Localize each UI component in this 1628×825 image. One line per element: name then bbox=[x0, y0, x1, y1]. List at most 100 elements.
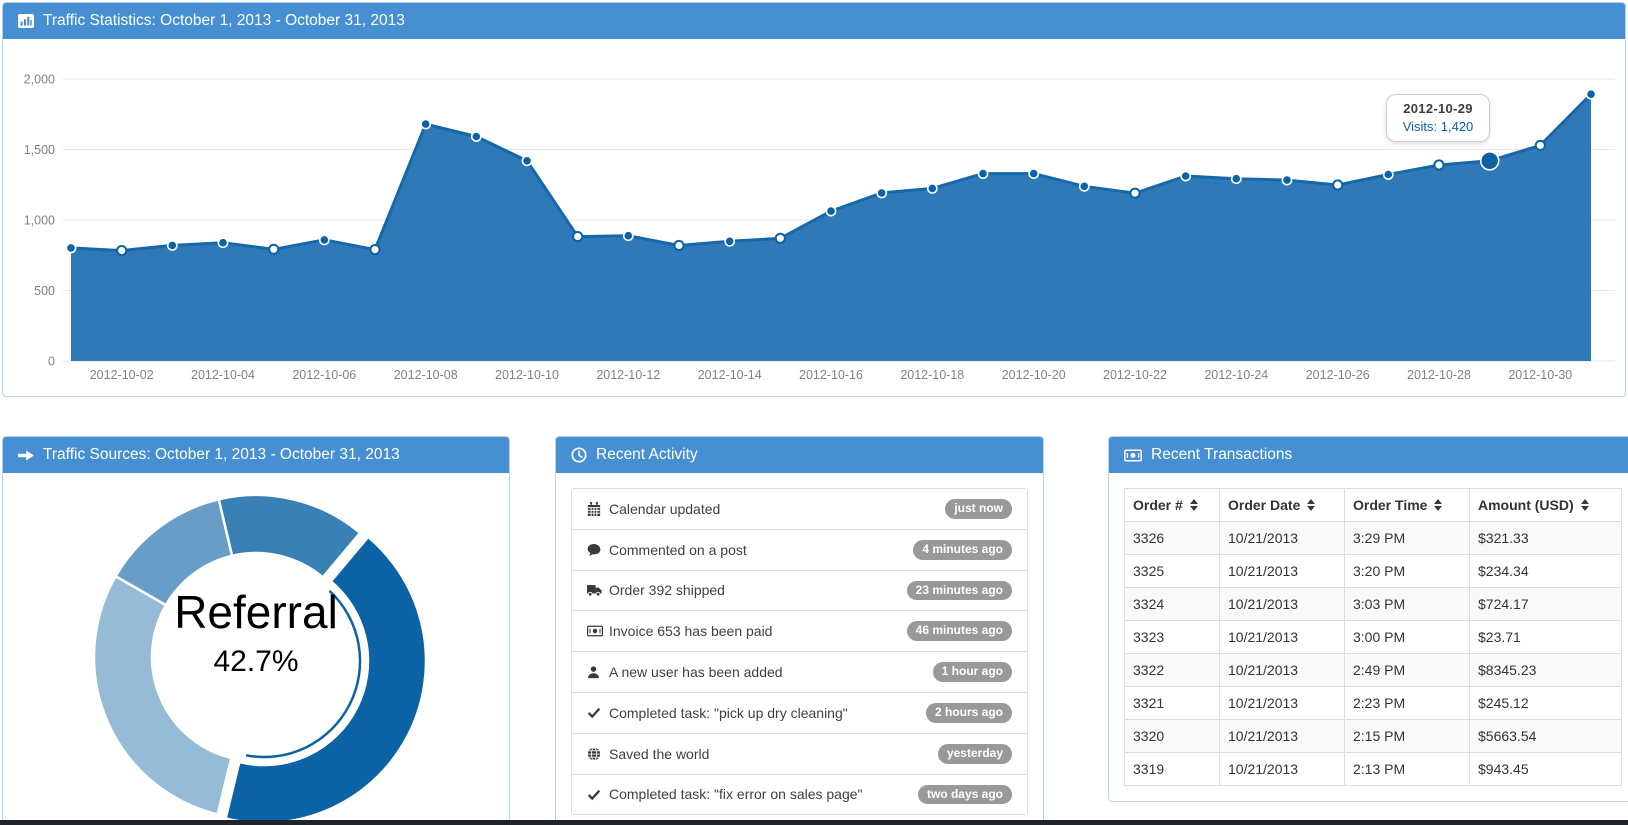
x-axis-tick-label: 2012-10-16 bbox=[799, 368, 863, 382]
activity-list-item: A new user has been added 1 hour ago bbox=[572, 651, 1027, 692]
sort-icon[interactable] bbox=[1307, 499, 1316, 511]
activity-list-item: Completed task: "fix error on sales page… bbox=[572, 773, 1027, 815]
data-point[interactable] bbox=[1433, 159, 1445, 171]
data-point[interactable] bbox=[1585, 88, 1597, 100]
data-point[interactable] bbox=[268, 243, 280, 255]
data-point[interactable] bbox=[774, 232, 786, 244]
traffic-sources-donut-chart[interactable]: Referral 42.7% bbox=[86, 477, 426, 825]
column-header-order-date[interactable]: Order Date bbox=[1219, 488, 1345, 522]
y-axis-tick-label: 2,000 bbox=[24, 73, 55, 87]
column-header-order-time[interactable]: Order Time bbox=[1344, 488, 1470, 522]
y-axis-tick-label: 1,000 bbox=[24, 214, 55, 228]
donut-center-value: 42.7% bbox=[213, 645, 298, 678]
data-point[interactable] bbox=[926, 182, 938, 194]
data-point[interactable] bbox=[521, 155, 533, 167]
donut-segment[interactable] bbox=[217, 493, 362, 580]
data-point[interactable] bbox=[1078, 180, 1090, 192]
x-axis-tick-label: 2012-10-08 bbox=[394, 368, 458, 382]
table-row: 3319 10/21/2013 2:13 PM $943.45 bbox=[1124, 752, 1622, 786]
data-point[interactable] bbox=[470, 131, 482, 142]
data-point[interactable] bbox=[1180, 170, 1192, 182]
check-icon bbox=[587, 788, 609, 801]
traffic-sources-panel: Traffic Sources: October 1, 2013 - Octob… bbox=[2, 436, 510, 825]
table-header-row: Order # Order Date Order Time Amount (USD) bbox=[1124, 488, 1622, 522]
column-header-order[interactable]: Order # bbox=[1124, 488, 1220, 522]
transactions-table-head: Order # Order Date Order Time Amount (USD) bbox=[1124, 488, 1622, 522]
recent-activity-panel: Recent Activity Calendar updated just now… bbox=[555, 436, 1044, 825]
table-cell: $234.34 bbox=[1469, 554, 1622, 588]
donut-segment[interactable] bbox=[92, 574, 233, 816]
time-badge: just now bbox=[945, 499, 1012, 519]
activity-list-item: Calendar updated just now bbox=[572, 489, 1027, 529]
x-axis-tick-label: 2012-10-28 bbox=[1407, 368, 1471, 382]
check-icon bbox=[587, 706, 609, 719]
data-point[interactable] bbox=[166, 239, 178, 251]
area-fill bbox=[71, 94, 1591, 361]
table-row: 3325 10/21/2013 3:20 PM $234.34 bbox=[1124, 554, 1622, 588]
data-point[interactable] bbox=[1534, 139, 1546, 152]
table-cell: 10/21/2013 bbox=[1219, 554, 1345, 588]
visits-area-chart[interactable]: 0 500 1,000 1,500 2,000 2012-10-02 2012-10-04 2… bbox=[3, 39, 1623, 397]
x-axis-tick-label: 2012-10-24 bbox=[1204, 368, 1268, 382]
time-badge: 1 hour ago bbox=[932, 662, 1012, 682]
donut-segment-referral[interactable] bbox=[224, 535, 426, 825]
data-point[interactable] bbox=[65, 242, 77, 254]
table-cell: 2:15 PM bbox=[1344, 719, 1470, 753]
data-point[interactable] bbox=[420, 118, 432, 130]
data-point[interactable] bbox=[369, 244, 381, 256]
traffic-statistics-header: Traffic Statistics: October 1, 2013 - Oc… bbox=[3, 3, 1625, 39]
column-header-amount-usd[interactable]: Amount (USD) bbox=[1469, 488, 1622, 522]
table-cell: 10/21/2013 bbox=[1219, 653, 1345, 687]
table-cell: 3319 bbox=[1124, 752, 1220, 786]
time-badge: 4 minutes ago bbox=[913, 539, 1012, 560]
data-point[interactable] bbox=[217, 237, 229, 249]
table-cell: 10/21/2013 bbox=[1219, 752, 1345, 786]
data-point[interactable] bbox=[116, 245, 128, 257]
tooltip-visits: Visits: 1,420 bbox=[1402, 119, 1474, 134]
data-point[interactable] bbox=[1281, 174, 1293, 186]
money-icon bbox=[587, 625, 609, 637]
donut-center-label: Referral bbox=[174, 586, 338, 638]
activity-text: Calendar updated bbox=[609, 500, 721, 517]
y-axis-tick-label: 0 bbox=[48, 355, 55, 369]
table-row: 3323 10/21/2013 3:00 PM $23.71 bbox=[1124, 620, 1622, 654]
selected-segment-indicator-arc bbox=[245, 589, 362, 759]
time-badge: 23 minutes ago bbox=[906, 580, 1012, 601]
data-point[interactable] bbox=[622, 230, 634, 242]
data-point[interactable] bbox=[876, 187, 888, 199]
table-cell: 3:03 PM bbox=[1344, 587, 1470, 621]
table-cell: 3:00 PM bbox=[1344, 620, 1470, 654]
data-point[interactable] bbox=[1382, 169, 1394, 180]
table-row: 3320 10/21/2013 2:15 PM $5663.54 bbox=[1124, 719, 1622, 753]
data-point[interactable] bbox=[1332, 179, 1344, 191]
data-point[interactable] bbox=[572, 231, 584, 243]
recent-transactions-header: Recent Transactions bbox=[1109, 437, 1628, 473]
traffic-sources-title: Traffic Sources: October 1, 2013 - Octob… bbox=[43, 446, 400, 463]
table-cell: $943.45 bbox=[1469, 752, 1622, 786]
sort-icon[interactable] bbox=[1434, 499, 1443, 511]
traffic-sources-header: Traffic Sources: October 1, 2013 - Octob… bbox=[3, 437, 509, 473]
truck-icon bbox=[587, 583, 609, 598]
data-point[interactable] bbox=[1028, 168, 1040, 179]
bottom-row: Traffic Sources: October 1, 2013 - Octob… bbox=[0, 436, 1628, 825]
hovered-data-point[interactable] bbox=[1479, 151, 1500, 171]
table-cell: 2:13 PM bbox=[1344, 752, 1470, 786]
data-point[interactable] bbox=[1129, 187, 1141, 199]
column-label: Order Date bbox=[1228, 497, 1301, 513]
x-axis-tick-label: 2012-10-18 bbox=[900, 368, 964, 382]
table-cell: 10/21/2013 bbox=[1219, 620, 1345, 654]
table-row: 3322 10/21/2013 2:49 PM $8345.23 bbox=[1124, 653, 1622, 687]
data-point[interactable] bbox=[318, 234, 330, 246]
data-point[interactable] bbox=[724, 235, 736, 247]
clock-icon bbox=[571, 447, 587, 463]
data-point[interactable] bbox=[977, 168, 989, 179]
data-point[interactable] bbox=[1230, 173, 1242, 185]
data-point[interactable] bbox=[825, 205, 837, 217]
sort-icon[interactable] bbox=[1580, 499, 1589, 511]
sort-icon[interactable] bbox=[1189, 499, 1198, 511]
table-cell: 3322 bbox=[1124, 653, 1220, 687]
data-point[interactable] bbox=[673, 239, 685, 252]
table-row: 3326 10/21/2013 3:29 PM $321.33 bbox=[1124, 521, 1622, 555]
activity-text: Invoice 653 has been paid bbox=[609, 623, 773, 640]
